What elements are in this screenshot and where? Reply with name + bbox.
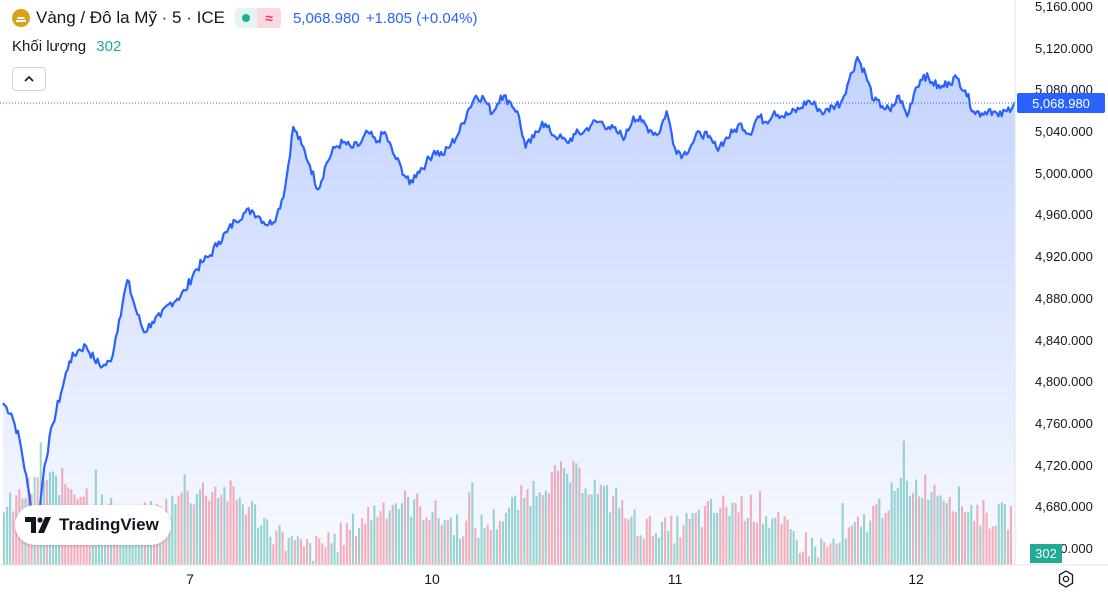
logo-text: TradingView bbox=[59, 515, 159, 534]
tradingview-logo[interactable]: TradingView bbox=[15, 505, 171, 545]
price-change: +1.805 (+0.04%) bbox=[365, 9, 478, 27]
x-tick-label: 10 bbox=[424, 571, 440, 587]
y-tick-label: 5,040.000 bbox=[1035, 124, 1093, 140]
current-price: 5,068.980 bbox=[292, 9, 360, 27]
volume-tag: 302 bbox=[1030, 544, 1062, 563]
y-tick-label: 4,840.000 bbox=[1035, 332, 1093, 348]
price-area bbox=[3, 57, 1015, 565]
last-price-tag: 5,068.980 bbox=[1017, 93, 1105, 113]
symbol-legend[interactable]: Vàng / Đô la Mỹ · 5 · ICE ≈ 5,068.980 +1… bbox=[12, 8, 477, 28]
y-tick-label: 4,880.000 bbox=[1035, 290, 1093, 306]
x-tick-label: 7 bbox=[186, 571, 194, 587]
y-tick-label: 4,960.000 bbox=[1035, 207, 1093, 223]
y-tick-label: 4,920.000 bbox=[1035, 249, 1093, 265]
symbol-title: Vàng / Đô la Mỹ · 5 · ICE bbox=[36, 8, 225, 27]
y-tick-label: 4,680.000 bbox=[1035, 499, 1093, 515]
volume-value: 302 bbox=[96, 38, 122, 55]
volume-legend[interactable]: Khối lượng 302 bbox=[12, 38, 121, 55]
delayed-data-icon: ≈ bbox=[256, 8, 281, 28]
chevron-up-icon bbox=[24, 75, 34, 82]
price-line bbox=[2, 55, 1016, 540]
y-tick-label: 5,000.000 bbox=[1035, 165, 1093, 181]
settings-gear-icon[interactable] bbox=[1057, 570, 1075, 588]
y-tick-label: 4,800.000 bbox=[1035, 374, 1093, 390]
collapse-legend-button[interactable] bbox=[12, 67, 46, 91]
tradingview-logo-icon bbox=[25, 517, 51, 533]
y-tick-label: 5,120.000 bbox=[1035, 40, 1093, 56]
x-tick-label: 12 bbox=[908, 571, 924, 587]
gold-icon bbox=[12, 9, 30, 27]
y-tick-label: 5,160.000 bbox=[1035, 0, 1093, 14]
market-open-dot-icon bbox=[241, 14, 250, 22]
y-tick-label: 4,760.000 bbox=[1035, 415, 1093, 431]
volume-label: Khối lượng bbox=[12, 38, 87, 55]
y-tick-label: 4,720.000 bbox=[1035, 457, 1093, 473]
x-tick-label: 11 bbox=[667, 571, 683, 587]
market-status-badge[interactable]: ≈ bbox=[234, 8, 281, 28]
